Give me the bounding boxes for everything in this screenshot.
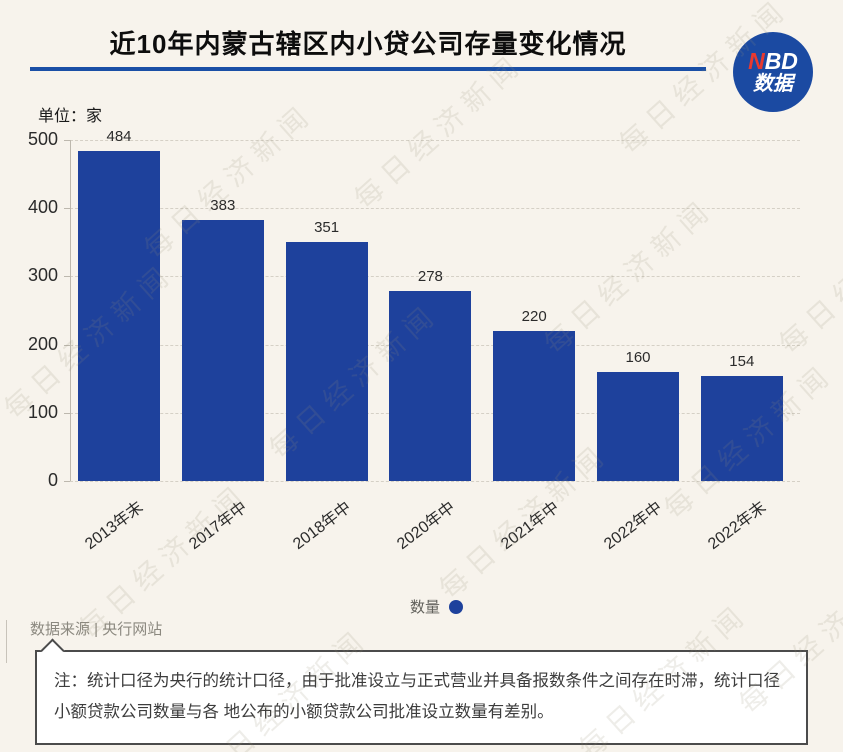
legend-dot-icon [449, 599, 463, 614]
nbd-logo: NBD 数据 [733, 32, 813, 112]
gridline-0 [70, 481, 800, 482]
nbd-logo-text: NBD [748, 48, 798, 75]
ytick-mark-0 [64, 481, 70, 482]
bar-2022年中 [597, 371, 679, 481]
unit-label: 单位：家 [38, 108, 103, 125]
nbd-logo-subtext: 数据 [753, 72, 793, 95]
legend: 数量 [0, 596, 843, 617]
bar-2020年中 [389, 291, 472, 481]
bar-2013年末 [78, 150, 160, 481]
ytick-mark-300 [64, 276, 70, 278]
page-title: 近10年内蒙古辖区内小贷公司存量变化情况 [109, 29, 627, 59]
watermark-text: 每日经济新闻 [773, 192, 843, 360]
ytick-mark-500 [64, 140, 70, 141]
x-axis-tick-label: 2020年中 [394, 498, 459, 554]
x-axis-tick-label: 2013年末 [82, 498, 147, 554]
y-axis-tick-label: 500 [27, 129, 58, 149]
y-axis-tick-label: 100 [27, 401, 58, 422]
bar-value-label: 383 [210, 196, 236, 214]
bar-value-label: 220 [521, 307, 547, 325]
bar-value-label: 154 [729, 352, 755, 370]
bar-value-label: 484 [106, 127, 132, 145]
data-source: 数据来源 | 央行网站 [30, 621, 163, 638]
ytick-mark-100 [64, 412, 70, 414]
y-axis-tick-label: 200 [27, 333, 58, 354]
x-axis-tick-label: 2021年中 [497, 498, 563, 554]
left-edge-mark [6, 620, 7, 663]
bar-2018年中 [285, 241, 368, 481]
y-axis-tick-label: 0 [47, 470, 58, 490]
bar-2021年中 [493, 330, 576, 481]
note-box: 注：统计口径为央行的统计口径，由于批准设立与正式营业并具备报数条件之间存在时滞，… [35, 650, 808, 746]
ytick-mark-200 [64, 344, 70, 346]
title-underline [30, 67, 706, 71]
x-axis-tick-label: 2022年末 [705, 498, 770, 554]
y-axis-tick-label: 400 [27, 197, 58, 218]
gridline-400 [70, 208, 800, 210]
bar-2017年中 [181, 219, 264, 481]
gridline-500 [70, 140, 800, 141]
bar-2022年末 [700, 375, 783, 481]
bar-value-label: 278 [417, 268, 443, 286]
y-axis-tick-label: 300 [27, 265, 58, 286]
legend-label: 数量 [409, 599, 440, 616]
y-axis-line [70, 140, 71, 481]
ytick-mark-400 [64, 208, 70, 210]
x-axis-tick-label: 2017年中 [186, 498, 251, 554]
x-axis-tick-label: 2022年中 [601, 498, 666, 554]
bar-value-label: 351 [314, 218, 340, 236]
x-axis-tick-label: 2018年中 [290, 498, 355, 554]
bar-value-label: 160 [625, 348, 651, 366]
gridline-300 [70, 276, 800, 278]
